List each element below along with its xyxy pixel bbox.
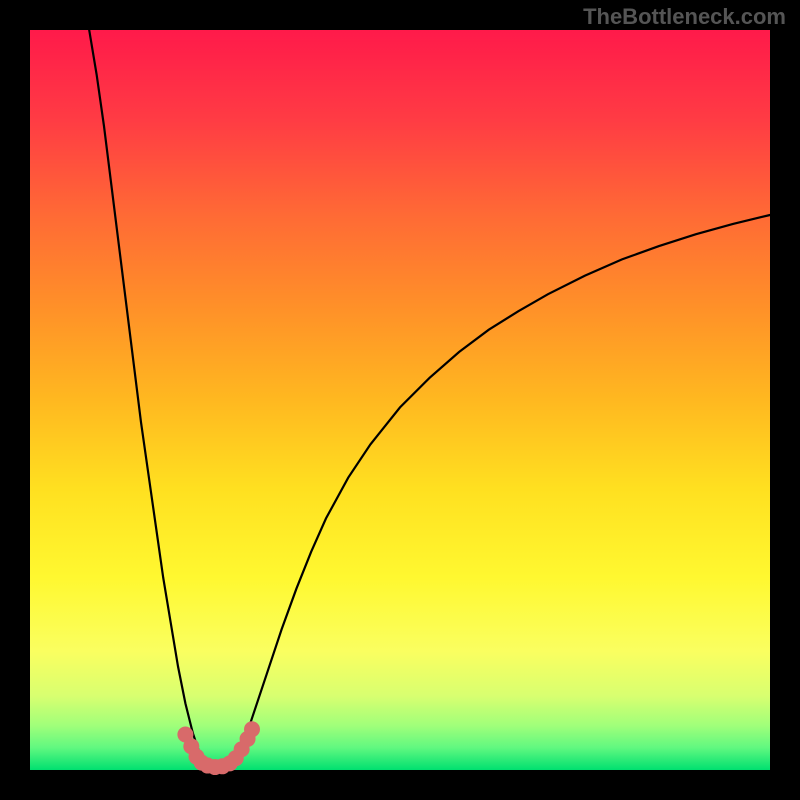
- bottleneck-chart: [0, 0, 800, 800]
- marker-point: [244, 721, 260, 737]
- chart-plot-area: [30, 30, 770, 770]
- chart-container: TheBottleneck.com: [0, 0, 800, 800]
- watermark-text: TheBottleneck.com: [583, 4, 786, 30]
